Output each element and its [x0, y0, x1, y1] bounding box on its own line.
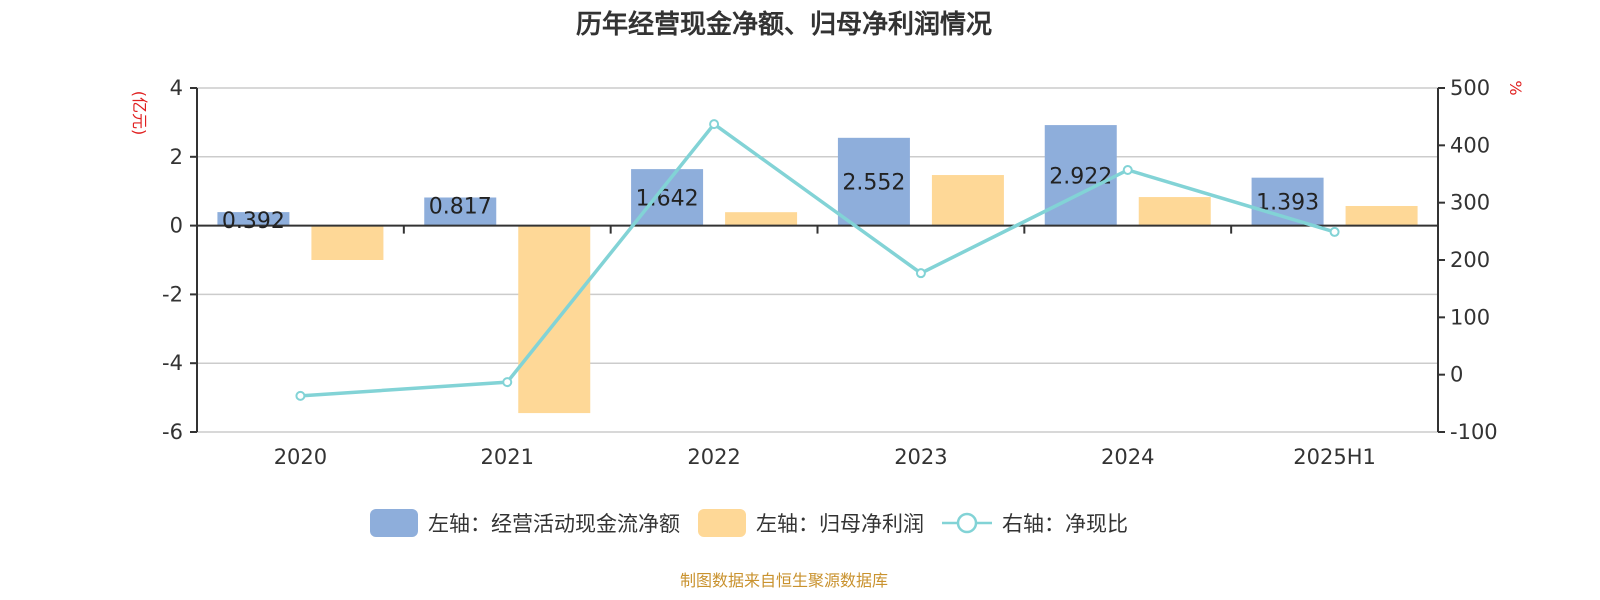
left-tick-label: -6: [162, 420, 183, 444]
legend-item-cashflow[interactable]: 左轴：经营活动现金流净额: [370, 508, 680, 538]
x-tick-label: 2024: [1101, 445, 1154, 469]
right-tick-label: 0: [1450, 363, 1463, 387]
right-tick-label: 200: [1450, 248, 1490, 272]
x-tick-label: 2020: [274, 445, 327, 469]
ratio-line: [300, 121, 1336, 398]
legend-item-ratio[interactable]: 右轴：净现比: [942, 508, 1128, 538]
bar-profit[interactable]: [1138, 197, 1211, 226]
bar-value-label: 0.817: [429, 194, 492, 219]
legend: 左轴：经营活动现金流净额 左轴：归母净利润 右轴：净现比: [370, 508, 1146, 538]
x-tick-label: 2023: [894, 445, 947, 469]
left-tick-label: 4: [170, 76, 183, 100]
left-tick-label: -2: [162, 282, 183, 306]
ratio-point[interactable]: [915, 268, 926, 279]
profit-swatch-icon: [698, 509, 746, 537]
left-tick-label: 0: [170, 214, 183, 238]
left-axis-unit: (亿元): [130, 91, 149, 136]
x-tick-label: 2021: [481, 445, 534, 469]
bar-profit[interactable]: [518, 225, 591, 414]
x-tick-label: 2022: [687, 445, 740, 469]
data-source-footer: 制图数据来自恒生聚源数据库: [679, 571, 888, 590]
legend-label-ratio: 右轴：净现比: [1002, 512, 1128, 536]
right-tick-label: 300: [1450, 191, 1490, 215]
ratio-point[interactable]: [295, 390, 306, 401]
ratio-point[interactable]: [1329, 226, 1340, 237]
bar-profit[interactable]: [725, 212, 798, 226]
bar-profit[interactable]: [311, 225, 384, 260]
left-tick-label: 2: [170, 145, 183, 169]
bar-profit[interactable]: [931, 175, 1004, 226]
ratio-point[interactable]: [502, 377, 513, 388]
bar-cashflow[interactable]: [217, 212, 290, 226]
right-tick-label: 400: [1450, 133, 1490, 157]
right-tick-label: -100: [1450, 420, 1498, 444]
chart-title: 历年经营现金净额、归母净利润情况: [575, 10, 992, 40]
legend-label-profit: 左轴：归母净利润: [756, 512, 924, 536]
bar-cashflow[interactable]: [1044, 125, 1117, 226]
bar-cashflow[interactable]: [837, 137, 910, 226]
bar-value-label: 2.922: [1049, 164, 1112, 189]
legend-label-cashflow: 左轴：经营活动现金流净额: [428, 512, 680, 536]
bar-cashflow[interactable]: [424, 197, 497, 226]
bar-cashflow[interactable]: [631, 169, 704, 226]
bar-value-label: 2.552: [842, 171, 905, 196]
cashflow-swatch-icon: [370, 509, 418, 537]
bar-value-label: 0.392: [222, 209, 285, 234]
x-tick-label: 2025H1: [1293, 445, 1376, 469]
legend-item-profit[interactable]: 左轴：归母净利润: [698, 508, 924, 538]
ratio-point[interactable]: [1122, 164, 1133, 175]
right-tick-label: 100: [1450, 305, 1490, 329]
line-marker-icon: [942, 512, 992, 534]
right-axis-unit: %: [1506, 80, 1525, 95]
bar-profit[interactable]: [1345, 205, 1418, 226]
left-tick-label: -4: [162, 351, 183, 375]
ratio-point[interactable]: [709, 119, 720, 130]
right-tick-label: 500: [1450, 76, 1490, 100]
